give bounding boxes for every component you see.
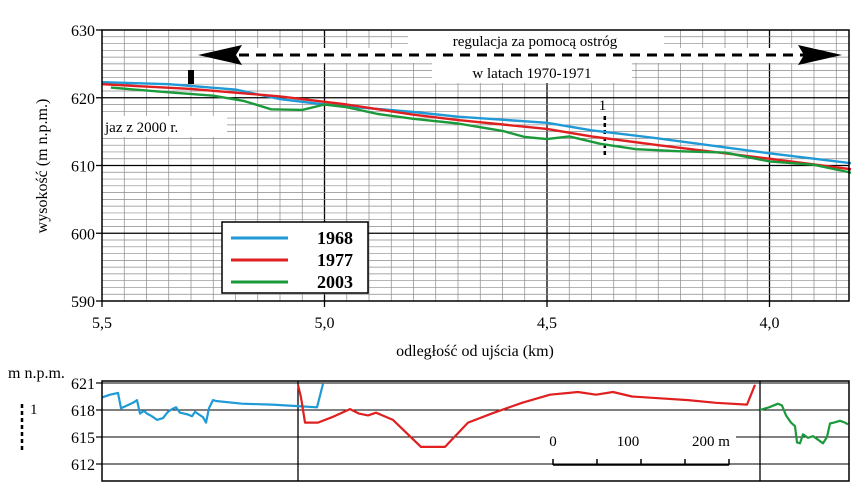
cross-section-line-1977 [296,384,757,448]
cross-section-line-1968 [101,383,325,424]
y-axis-label: wysokość (m n.p.m.) [34,99,51,234]
y-tick-label: 610 [71,159,95,176]
series-line-2003 [110,86,851,174]
x-axis-label: odległość od ujścia (km) [396,343,554,360]
y-tick-label: 630 [71,23,95,40]
arrowhead-left-icon [198,45,242,65]
weir-marker [188,70,194,84]
scale-label-200: 200 m [692,434,730,450]
cross-section-label-small: 1 [30,402,38,418]
legend-label-2003: 2003 [317,272,353,292]
longitudinal-profile-chart: 5,55,04,54,03,53,02,5590600610620630 reg… [34,23,851,360]
regulation-arrow [198,45,842,65]
cross-series [101,383,849,448]
y-tick-label: 590 [71,294,95,311]
x-tick-label: 4,5 [537,315,557,332]
cross-plot-frame [101,380,850,482]
cross-section-chart: m n.p.m. 612 615 618 621 1 0 100 200 m [8,365,850,482]
cross-y-tick-label: 621 [71,376,95,393]
scale-label-100: 100 [617,434,640,450]
regulation-text-line2: w latach 1970-1971 [472,66,591,82]
series-line-1977 [101,83,851,171]
y-tick-label: 620 [71,91,95,108]
cross-section-line-2003 [759,402,849,445]
main-tick-labels: 5,55,04,54,03,53,02,5590600610620630 [71,23,780,332]
x-tick-label: 4,0 [760,315,780,332]
series-line-1968 [101,81,851,165]
regulation-text-line1: regulacja za pomocą ostróg [453,34,618,50]
legend-label-1977: 1977 [317,250,353,270]
scale-bar: 0 100 200 m [540,427,736,466]
cross-y-tick-label: 612 [71,457,95,474]
arrowhead-right-icon [798,45,842,65]
cross-tick-labels: 612 615 618 621 [71,376,102,474]
main-series [101,81,851,174]
main-grid [102,30,849,301]
cross-y-tick-label: 618 [71,403,95,420]
y-tick-label: 600 [71,226,95,243]
cross-y-unit-label: m n.p.m. [8,365,65,382]
cross-section-label: 1 [599,98,607,114]
scale-label-0: 0 [549,434,557,450]
x-tick-label: 5,0 [315,315,335,332]
main-plot-frame [101,29,850,302]
weir-label: jaz z 2000 r. [104,120,178,136]
x-tick-label: 5,5 [92,315,112,332]
legend-label-1968: 1968 [317,228,353,248]
cross-y-tick-label: 615 [71,430,95,447]
